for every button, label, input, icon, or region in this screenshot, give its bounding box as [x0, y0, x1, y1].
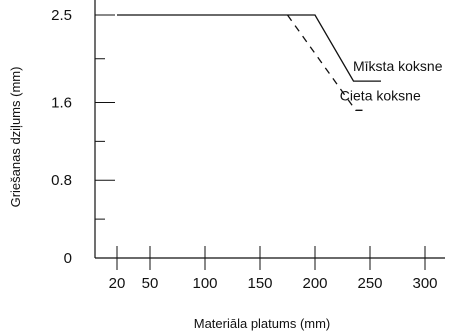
x-tick-label: 250 [357, 275, 382, 292]
x-tick-label: 50 [142, 275, 159, 292]
ticks: 0 0.8 1.6 2.5 20 50 100 150 200 250 300 [51, 7, 437, 292]
y-tick-label: 1.6 [51, 94, 72, 111]
series: Mīksta koksne Cieta koksne [117, 14, 443, 111]
x-tick-label: 100 [192, 275, 217, 292]
x-axis-label: Materiāla platums (mm) [194, 316, 331, 331]
series-line [117, 14, 381, 82]
y-tick-label: 2.5 [51, 7, 72, 24]
axes [94, 0, 445, 259]
series-label: Cieta koksne [340, 87, 421, 103]
x-tick-label: 20 [109, 275, 126, 292]
x-tick-label: 150 [247, 275, 272, 292]
series-label: Mīksta koksne [353, 58, 443, 74]
y-axis-label: Griešanas dziļums (mm) [8, 67, 23, 208]
x-tick-label: 300 [412, 275, 437, 292]
x-tick-label: 200 [302, 275, 327, 292]
series-line [286, 14, 368, 111]
y-tick-label: 0.8 [51, 172, 72, 189]
y-tick-label: 0 [64, 250, 72, 267]
